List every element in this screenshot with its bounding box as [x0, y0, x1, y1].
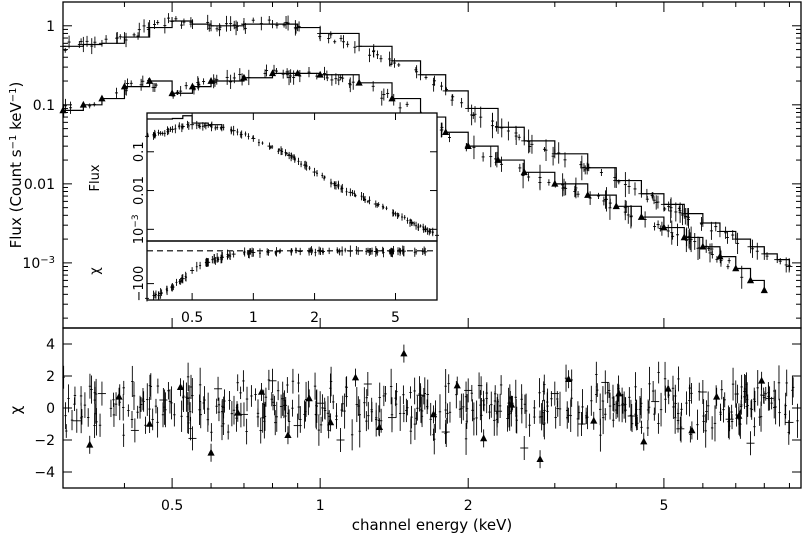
inset-x-tick-label: 0.5	[181, 310, 203, 326]
inset-y-tick-label: 10−3	[131, 214, 147, 244]
residual-triangle	[564, 375, 573, 382]
residual-triangle	[257, 388, 266, 395]
x-tick-label: 0.5	[161, 498, 183, 514]
x-tick-label: 5	[659, 498, 668, 514]
residual-triangle	[326, 418, 335, 426]
main-spectrum-panel: 1 0.1 0.01 10−3 Flux (Count s−1 keV−1)	[7, 1, 802, 329]
inset-y-tick-label: 0.01	[132, 176, 147, 205]
data-point-triangle	[388, 94, 396, 102]
residual-triangle	[234, 408, 242, 416]
model-line-2	[63, 72, 765, 291]
data-point-triangle	[746, 276, 755, 284]
residuals-y-axis-label: χ	[7, 405, 25, 414]
residual-triangle	[375, 423, 384, 430]
residual-triangle	[536, 455, 544, 462]
residuals-panel: 4 2 0 −2 −4 0.5 1 2 5 χ channel energy (keV)	[7, 2, 802, 534]
main-spectrum-content	[59, 13, 793, 294]
residual-triangle	[590, 416, 598, 424]
residual-triangle	[688, 426, 696, 434]
residual-triangle	[86, 440, 94, 448]
y-tick-label: 2	[46, 369, 55, 385]
residuals-content	[62, 344, 799, 469]
residual-triangle	[735, 412, 743, 419]
data-point-triangle	[316, 70, 324, 78]
data-point-triangle	[584, 191, 592, 198]
residual-triangle	[284, 431, 292, 438]
inset-spectrum-y-axis: 0.1 0.01 10−3	[131, 141, 437, 244]
residual-triangle	[453, 381, 461, 389]
residual-triangle	[400, 349, 408, 357]
residual-triangle	[640, 437, 648, 445]
y-tick-label: 10−3	[22, 254, 55, 272]
residuals-y-axis: 4 2 0 −2 −4	[34, 337, 801, 481]
residual-triangle	[351, 373, 360, 381]
inset-x-tick-label: 1	[249, 310, 258, 326]
data-point-triangle	[520, 168, 528, 176]
residual-triangle	[146, 420, 154, 427]
inset-flux-label: Flux	[88, 164, 103, 191]
residual-triangle	[615, 389, 623, 397]
data-point-triangle	[79, 100, 87, 108]
residual-triangle	[176, 383, 185, 390]
inset-x-tick-label: 5	[391, 310, 400, 326]
residual-triangle	[758, 376, 766, 384]
residuals-x-axis: 0.5 1 2 5	[62, 2, 790, 514]
residual-triangle	[507, 400, 516, 408]
inset-background	[147, 113, 437, 300]
inset-chi-label: χ	[88, 267, 103, 275]
data-point-triangle	[612, 202, 620, 210]
data-point-triangle	[551, 179, 559, 187]
data-point-triangle	[732, 264, 740, 272]
residual-triangle	[207, 448, 215, 456]
inset-chi-tick-label: −100	[132, 266, 147, 302]
inset-residuals-content	[145, 245, 437, 302]
inset-y-tick-label: 0.1	[132, 141, 147, 162]
data-point-triangle	[207, 77, 215, 84]
y-tick-label: 0.1	[33, 98, 55, 114]
residual-triangle	[115, 392, 123, 400]
y-tick-label: −4	[34, 465, 55, 481]
y-tick-label: −2	[34, 433, 55, 449]
data-point-triangle	[59, 106, 67, 114]
y-tick-label: 4	[46, 337, 55, 353]
data-point-triangle	[760, 286, 768, 294]
data-point-triangle	[168, 89, 176, 97]
y-tick-label: 0	[46, 401, 55, 417]
residual-triangle	[429, 410, 438, 418]
inset-panel: 0.1 0.01 10−3 −100 0.5 1 2 5 Flux χ	[88, 112, 439, 326]
residuals-frame	[62, 327, 802, 489]
data-point-triangle	[98, 94, 106, 102]
residual-triangle	[664, 384, 672, 392]
residual-triangle	[305, 394, 313, 402]
inset-x-tick-label: 2	[310, 310, 319, 326]
x-tick-label: 2	[464, 498, 473, 514]
main-y-axis: 1 0.1 0.01 10−3	[22, 1, 801, 319]
inset-residuals-frame	[146, 240, 438, 301]
data-point-triangle	[442, 128, 450, 136]
inset-residuals-y-axis: −100	[132, 266, 154, 302]
inset-spectrum-content	[145, 115, 439, 241]
residual-triangle	[480, 434, 488, 442]
main-y-axis-label: Flux (Count s−1 keV−1)	[7, 82, 25, 249]
inset-x-axis: 0.5 1 2 5	[181, 113, 400, 326]
data-point-triangle	[637, 213, 646, 220]
x-axis-label: channel energy (keV)	[352, 516, 513, 534]
y-tick-label: 1	[46, 19, 55, 35]
data-point-triangle	[355, 78, 363, 86]
x-tick-label: 1	[316, 498, 325, 514]
residual-triangle	[713, 392, 721, 400]
y-tick-label: 0.01	[24, 177, 55, 193]
